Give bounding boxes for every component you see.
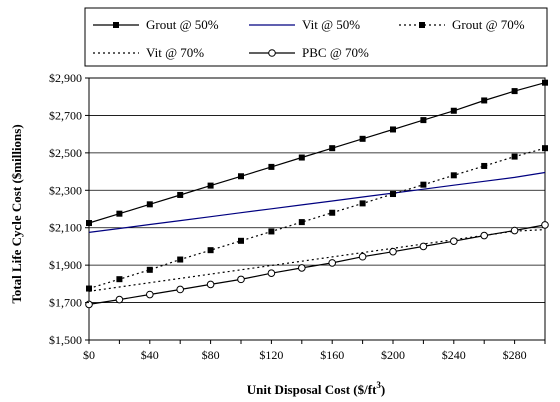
series-vit-70 xyxy=(88,229,546,292)
series-line xyxy=(88,229,546,292)
data-point xyxy=(420,117,427,124)
x-tick-label: $240 xyxy=(442,348,466,362)
data-point xyxy=(298,219,305,226)
data-point xyxy=(481,97,488,104)
series-line xyxy=(88,82,546,224)
x-tick-label: $40 xyxy=(141,348,159,362)
data-point xyxy=(268,163,275,170)
legend-item: Vit @ 70% xyxy=(93,45,204,60)
x-tick-label: $160 xyxy=(320,348,344,362)
data-point xyxy=(86,220,92,227)
data-point xyxy=(116,210,123,217)
y-tick-label: $2,700 xyxy=(49,108,82,122)
legend-item: Grout @ 70% xyxy=(399,17,525,32)
legend-marker xyxy=(268,49,276,57)
y-tick-label: $1,700 xyxy=(49,296,82,310)
x-tick-label: $280 xyxy=(503,348,527,362)
data-point xyxy=(267,269,276,277)
data-point xyxy=(420,181,427,188)
data-point xyxy=(115,295,124,304)
data-point xyxy=(207,182,214,189)
series-vit-50 xyxy=(88,171,546,233)
data-point xyxy=(298,264,306,272)
data-point xyxy=(238,237,244,244)
data-point xyxy=(268,228,275,235)
data-point xyxy=(177,256,184,263)
data-point xyxy=(510,226,519,235)
data-point xyxy=(511,153,518,160)
data-point xyxy=(146,201,153,208)
legend-label: Grout @ 50% xyxy=(146,17,219,32)
legend-item: Grout @ 50% xyxy=(93,17,219,32)
data-point xyxy=(511,88,518,95)
data-point xyxy=(207,247,214,254)
legend-marker xyxy=(419,22,425,28)
y-tick-label: $2,100 xyxy=(49,221,82,235)
plot-frame xyxy=(88,77,546,341)
legend-item: PBC @ 70% xyxy=(249,45,369,60)
legend-item: Vit @ 50% xyxy=(249,17,360,32)
series-grout-50 xyxy=(86,79,548,227)
data-point xyxy=(176,285,184,294)
legend: Grout @ 50% Vit @ 50% Grout @ 70% Vit @ 70%… xyxy=(84,7,548,67)
x-axis-title: Unit Disposal Cost ($/ft3) xyxy=(247,380,386,397)
y-axis: $1,500 $1,700 $1,900 $2,100 $2,300 $2,500 $2,7… xyxy=(49,71,89,347)
plot-area xyxy=(85,77,549,341)
data-point xyxy=(542,145,548,152)
data-point xyxy=(359,135,366,142)
y-tick-label: $2,500 xyxy=(49,146,82,160)
data-point xyxy=(328,259,337,267)
x-tick-label: $80 xyxy=(202,348,220,362)
data-point xyxy=(116,276,123,283)
data-point xyxy=(542,79,548,86)
legend-label: PBC @ 70% xyxy=(302,45,369,60)
data-point xyxy=(329,209,336,216)
data-point xyxy=(177,191,184,198)
series-line xyxy=(88,147,546,290)
data-point xyxy=(480,231,489,240)
data-point xyxy=(389,247,397,256)
data-point xyxy=(359,200,366,207)
y-tick-label: $2,300 xyxy=(49,183,82,197)
series-line xyxy=(88,224,546,305)
legend-label: Grout @ 70% xyxy=(452,17,525,32)
data-point xyxy=(481,162,488,169)
series-pbc-70 xyxy=(85,221,549,309)
x-tick-label: $120 xyxy=(259,348,283,362)
data-point xyxy=(450,237,458,245)
data-point xyxy=(541,221,549,229)
legend-marker xyxy=(113,22,119,28)
legend-box xyxy=(84,7,548,67)
data-point xyxy=(390,126,396,133)
y-tick-label: $1,500 xyxy=(49,333,82,347)
y-tick-label: $2,900 xyxy=(49,71,82,85)
data-point xyxy=(358,252,367,261)
legend-label: Vit @ 70% xyxy=(146,45,204,60)
data-point xyxy=(237,275,245,284)
y-axis-title: Total Life Cycle Cost ($millions) xyxy=(9,124,24,303)
series-line xyxy=(88,171,546,233)
y-tick-label: $1,900 xyxy=(49,258,82,272)
data-point xyxy=(329,145,336,152)
data-point xyxy=(450,172,457,179)
data-point xyxy=(298,154,305,161)
data-point xyxy=(450,107,457,114)
x-tick-label: $0 xyxy=(83,348,95,362)
x-axis: $0 $40 $80 $120 $160 $200 $240 $280 xyxy=(83,340,546,362)
data-point xyxy=(86,285,92,292)
data-point xyxy=(146,290,154,299)
data-point xyxy=(390,191,396,198)
series-grout-70 xyxy=(86,145,548,292)
data-point xyxy=(146,266,153,273)
legend-label: Vit @ 50% xyxy=(302,17,360,32)
x-tick-label: $200 xyxy=(381,348,405,362)
data-point xyxy=(206,280,215,289)
data-point xyxy=(419,242,428,251)
data-point xyxy=(238,173,244,180)
